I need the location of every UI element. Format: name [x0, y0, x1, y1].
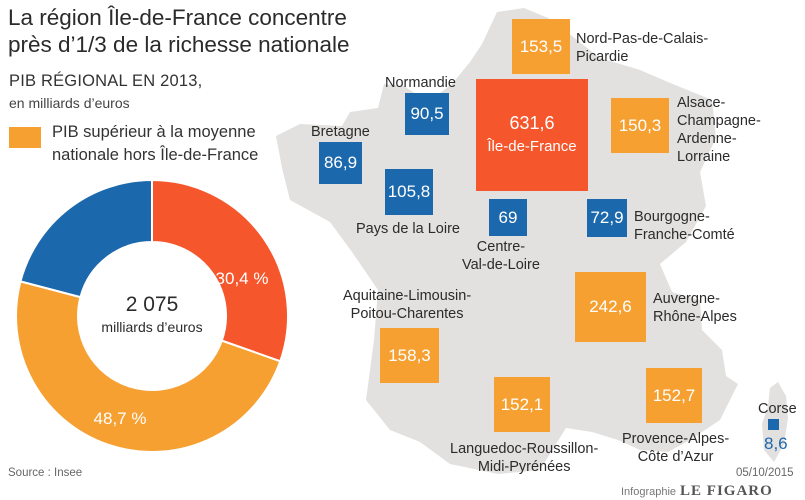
- source-note: Source : Insee: [8, 467, 83, 479]
- square-pays-de-la-loire: 105,8: [385, 169, 433, 215]
- square-normandie: 90,5: [405, 93, 449, 135]
- label-paca-line-1: Provence-Alpes-: [622, 431, 730, 447]
- credit-brand: LE FIGARO: [680, 483, 773, 499]
- square-paca: 152,7: [646, 368, 702, 423]
- label-pdl-line-1: Pays de la Loire: [356, 221, 460, 237]
- label-alsace-line-4: Lorraine: [677, 149, 731, 165]
- label-languedoc-line-1: Languedoc-Roussillon-: [450, 441, 599, 457]
- square-centre: 69: [489, 199, 527, 236]
- label-corse-line-1: Corse: [758, 401, 797, 417]
- label-languedoc-line-2: Midi-Pyrénées: [477, 459, 571, 475]
- page-title: La région Île-de-France concentre près d…: [8, 4, 349, 58]
- label-bretagne-line-1: Bretagne: [311, 124, 370, 140]
- label-alsace-line-3: Ardenne-: [677, 131, 737, 147]
- label-nord: Nord-Pas-de-Calais- Picardie: [576, 30, 708, 66]
- label-bourgogne-line-2: Franche-Comté: [634, 227, 735, 243]
- label-bretagne: Bretagne: [311, 123, 370, 141]
- square-bourgogne: 72,9: [587, 199, 627, 237]
- label-auvergne: Auvergne- Rhône-Alpes: [653, 290, 737, 326]
- title-line-1: La région Île-de-France concentre: [8, 5, 347, 30]
- square-nord: 153,5: [512, 19, 570, 74]
- legend-line-2: nationale hors Île-de-France: [52, 146, 259, 164]
- label-aquitaine-line-1: Aquitaine-Limousin-: [343, 288, 472, 304]
- square-languedoc: 152,1: [494, 377, 550, 432]
- square-aquitaine: 158,3: [380, 328, 439, 383]
- label-centre: Centre- Val-de-Loire: [462, 238, 540, 274]
- label-alsace-line-1: Alsace-: [677, 95, 726, 111]
- corse-value: 8,6: [764, 434, 788, 453]
- square-auvergne: 242,6: [575, 272, 646, 342]
- square-bretagne: 86,9: [319, 142, 362, 184]
- square-alsace: 150,3: [611, 98, 669, 153]
- label-languedoc: Languedoc-Roussillon- Midi-Pyrénées: [450, 440, 598, 476]
- unit-note: en milliards d’euros: [9, 95, 130, 111]
- square-ile-de-france: 631,6 Île-de-France: [476, 79, 588, 191]
- credit-prefix: Infographie: [621, 486, 677, 498]
- label-aquitaine: Aquitaine-Limousin- Poitou-Charentes: [343, 287, 471, 323]
- donut-slices: [15, 178, 289, 453]
- label-auvergne-line-1: Auvergne-: [653, 291, 720, 307]
- square-corse: [768, 419, 779, 430]
- legend-swatch-orange: [9, 127, 41, 148]
- credit: Infographie LE FIGARO: [621, 483, 773, 500]
- label-aquitaine-line-2: Poitou-Charentes: [350, 306, 464, 322]
- label-nord-line-1: Nord-Pas-de-Calais-: [576, 31, 709, 47]
- donut-center-value: 2 075: [126, 293, 179, 316]
- label-pays-de-la-loire: Pays de la Loire: [356, 220, 460, 238]
- label-alsace: Alsace- Champagne- Ardenne- Lorraine: [677, 94, 761, 166]
- donut-slice-orange-regions: [15, 280, 282, 453]
- label-normandie: Normandie: [385, 74, 456, 92]
- label-nord-line-2: Picardie: [576, 49, 629, 65]
- slice-label-orange-regions: 48,7 %: [94, 409, 147, 428]
- label-normandie-line-1: Normandie: [385, 75, 456, 91]
- title-line-2: près d’1/3 de la richesse nationale: [8, 32, 350, 57]
- donut-slice-ile-de-france: [151, 178, 289, 363]
- donut-slice-blue-regions: [19, 178, 153, 299]
- publication-date: 05/10/2015: [736, 467, 794, 479]
- label-corse: Corse: [758, 400, 797, 418]
- label-paca-line-2: Côte d’Azur: [637, 449, 714, 465]
- donut-center-unit: milliards d’euros: [101, 319, 202, 335]
- legend-text: PIB supérieur à la moyenne nationale hor…: [52, 121, 258, 167]
- label-centre-line-1: Centre-: [476, 239, 526, 255]
- label-alsace-line-2: Champagne-: [677, 113, 761, 129]
- label-centre-line-2: Val-de-Loire: [462, 257, 540, 273]
- label-auvergne-line-2: Rhône-Alpes: [653, 309, 737, 325]
- legend-line-1: PIB supérieur à la moyenne: [52, 123, 256, 141]
- ile-de-france-name: Île-de-France: [487, 138, 577, 155]
- label-bourgogne-line-1: Bourgogne-: [634, 209, 710, 225]
- subtitle: PIB RÉGIONAL EN 2013,: [9, 72, 203, 90]
- slice-label-ile-de-france: 30,4 %: [216, 269, 269, 288]
- label-bourgogne: Bourgogne- Franche-Comté: [634, 208, 735, 244]
- label-paca: Provence-Alpes- Côte d’Azur: [622, 430, 729, 466]
- ile-de-france-value: 631,6: [509, 113, 555, 133]
